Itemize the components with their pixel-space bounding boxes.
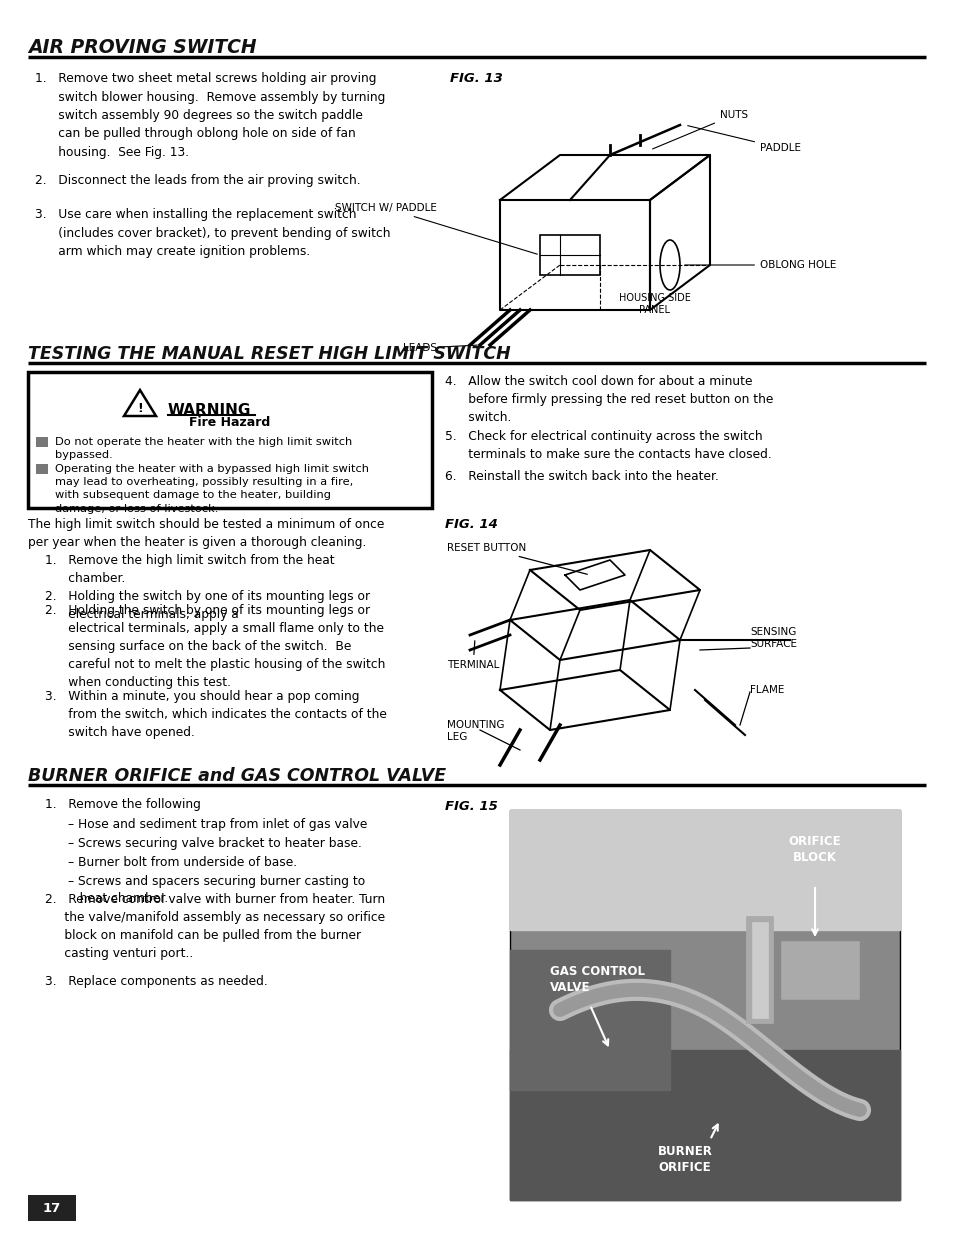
Text: 1.   Remove the high limit switch from the heat
      chamber.: 1. Remove the high limit switch from the… [45, 555, 335, 585]
Text: Do not operate the heater with the high limit switch
bypassed.: Do not operate the heater with the high … [55, 437, 352, 461]
Polygon shape [510, 1050, 899, 1200]
Text: PADDLE: PADDLE [687, 126, 801, 153]
Text: MOUNTING
LEG: MOUNTING LEG [447, 720, 504, 742]
Polygon shape [510, 950, 669, 1091]
Bar [510, 810, 899, 1200]
Text: 3.   Replace components as needed.: 3. Replace components as needed. [45, 974, 268, 988]
Text: – Screws and spacers securing burner casting to
   heat chamber.: – Screws and spacers securing burner cas… [68, 876, 365, 905]
Bar [36, 464, 48, 474]
Text: OBLONG HOLE: OBLONG HOLE [684, 261, 836, 270]
Text: WARNING: WARNING [168, 403, 251, 417]
Text: 1.   Remove two sheet metal screws holding air proving
      switch blower housi: 1. Remove two sheet metal screws holding… [35, 72, 385, 159]
Text: 5.   Check for electrical continuity across the switch
      terminals to make s: 5. Check for electrical continuity acros… [444, 430, 771, 461]
Text: 2.   Remove control valve with burner from heater. Turn
     the valve/manifold : 2. Remove control valve with burner from… [45, 893, 385, 960]
Text: GAS CONTROL
VALVE: GAS CONTROL VALVE [550, 965, 644, 994]
Text: 2.   Holding the switch by one of its mounting legs or
      electrical terminal: 2. Holding the switch by one of its moun… [45, 604, 385, 689]
Bar [539, 235, 599, 275]
Text: NUTS: NUTS [652, 110, 747, 149]
Text: 4.   Allow the switch cool down for about a minute
      before firmly pressing : 4. Allow the switch cool down for about … [444, 375, 773, 424]
Text: FLAME: FLAME [749, 685, 783, 695]
Polygon shape [499, 671, 669, 730]
Text: FIG. 13: FIG. 13 [450, 72, 502, 85]
Text: SENSING
SURFACE: SENSING SURFACE [749, 627, 796, 650]
Text: FIG. 14: FIG. 14 [444, 517, 497, 531]
Text: BURNER ORIFICE and GAS CONTROL VALVE: BURNER ORIFICE and GAS CONTROL VALVE [28, 767, 446, 785]
Text: TESTING THE MANUAL RESET HIGH LIMIT SWITCH: TESTING THE MANUAL RESET HIGH LIMIT SWIT… [28, 345, 510, 363]
Polygon shape [564, 559, 624, 590]
Text: SWITCH W/ PADDLE: SWITCH W/ PADDLE [335, 203, 537, 254]
Bar [36, 437, 48, 447]
Text: TERMINAL: TERMINAL [447, 641, 498, 671]
Bar [780, 940, 859, 1000]
Polygon shape [530, 550, 700, 610]
Text: – Hose and sediment trap from inlet of gas valve: – Hose and sediment trap from inlet of g… [68, 818, 367, 831]
Text: Fire Hazard: Fire Hazard [190, 416, 271, 429]
Text: AIR PROVING SWITCH: AIR PROVING SWITCH [28, 38, 256, 57]
Text: LEADS: LEADS [402, 343, 476, 353]
Text: BURNER
ORIFICE: BURNER ORIFICE [657, 1145, 712, 1174]
Text: FIG. 15: FIG. 15 [444, 800, 497, 813]
Text: 6.   Reinstall the switch back into the heater.: 6. Reinstall the switch back into the he… [444, 471, 719, 483]
Text: 17: 17 [43, 1202, 61, 1214]
Text: ORIFICE
BLOCK: ORIFICE BLOCK [788, 835, 841, 864]
Text: – Screws securing valve bracket to heater base.: – Screws securing valve bracket to heate… [68, 837, 361, 850]
Polygon shape [510, 600, 679, 659]
Polygon shape [510, 810, 899, 930]
Bar [28, 372, 432, 508]
Text: 1.   Remove the following: 1. Remove the following [45, 798, 201, 811]
Text: Operating the heater with a bypassed high limit switch
may lead to overheating, : Operating the heater with a bypassed hig… [55, 464, 369, 514]
Bar [28, 1195, 76, 1221]
Text: 2.   Disconnect the leads from the air proving switch.: 2. Disconnect the leads from the air pro… [35, 174, 360, 186]
Text: HOUSING SIDE
PANEL: HOUSING SIDE PANEL [618, 293, 690, 315]
Text: – Burner bolt from underside of base.: – Burner bolt from underside of base. [68, 856, 296, 869]
Text: 3.   Within a minute, you should hear a pop coming
      from the switch, which : 3. Within a minute, you should hear a po… [45, 690, 387, 739]
Text: !: ! [137, 401, 143, 415]
Text: RESET BUTTON: RESET BUTTON [447, 543, 587, 574]
Text: 3.   Use care when installing the replacement switch
      (includes cover brack: 3. Use care when installing the replacem… [35, 207, 390, 258]
Text: 2.   Holding the switch by one of its mounting legs or
      electrical terminal: 2. Holding the switch by one of its moun… [45, 590, 370, 621]
Text: The high limit switch should be tested a minimum of once
per year when the heate: The high limit switch should be tested a… [28, 517, 384, 550]
